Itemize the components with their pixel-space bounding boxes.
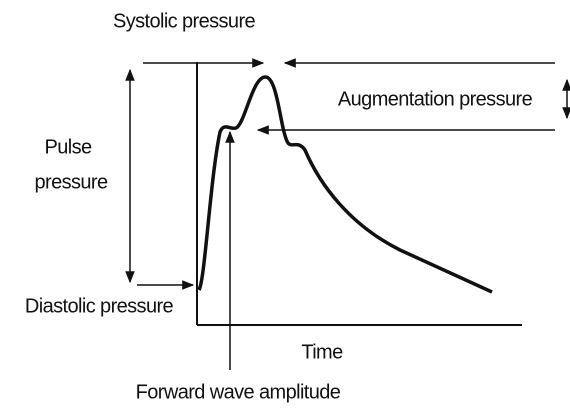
augmentation-label: Augmentation pressure: [338, 88, 533, 110]
time-label: Time: [301, 341, 343, 363]
axes: [196, 62, 522, 326]
forward-wave-label: Forward wave amplitude: [136, 381, 341, 403]
pulse-label-line1: Pulse: [44, 136, 92, 158]
pressure-waveform: [197, 75, 493, 294]
pulse-label-line2: pressure: [34, 171, 107, 193]
systolic-label: Systolic pressure: [113, 10, 256, 32]
diastolic-label: Diastolic pressure: [25, 295, 174, 317]
